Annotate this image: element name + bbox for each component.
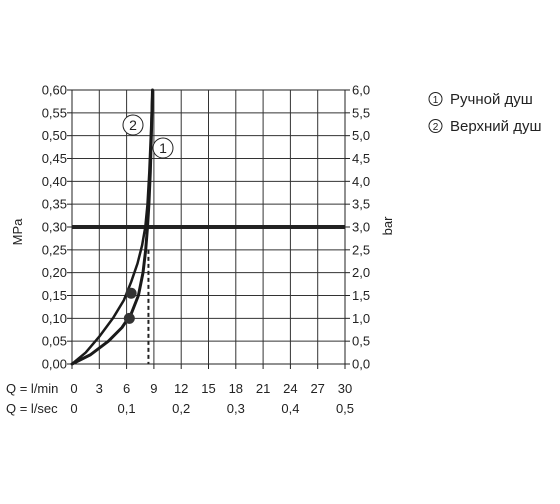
x-tick-label-lmin: 27: [310, 381, 324, 396]
x-tick-label-lmin: 3: [96, 381, 103, 396]
x-tick-label-lmin: 6: [123, 381, 130, 396]
callout-2-number: 2: [129, 117, 137, 133]
series-curves: [70, 88, 154, 366]
x-tick-label-lmin: 18: [229, 381, 243, 396]
callout-1-circle: [152, 137, 174, 159]
y-tick-label-mpa: 0,05: [42, 334, 67, 349]
y-tick-label-mpa: 0,45: [42, 151, 67, 166]
y-tick-label-mpa: 0,20: [42, 265, 67, 280]
x-tick-label-lsec: 0,3: [227, 401, 245, 416]
x-row2-label: Q = l/sec: [6, 401, 58, 416]
x-tick-label-lmin: 0: [70, 381, 77, 396]
x-tick-label-lsec: 0,2: [172, 401, 190, 416]
operating-point-2: [125, 287, 137, 299]
x-tick-label-lmin: 15: [201, 381, 215, 396]
legend-label-1: Ручной душ: [450, 91, 533, 108]
y-tick-label-mpa: 0,10: [42, 311, 67, 326]
legend-marker-1: [428, 92, 443, 106]
y-tick-label-mpa: 0,40: [42, 174, 67, 189]
x-tick-label-lsec: 0,1: [118, 401, 136, 416]
y-tick-label-bar: 2,0: [352, 265, 370, 280]
x-tick-label-lsec: 0,5: [336, 401, 354, 416]
operating-points: [123, 287, 137, 324]
y-tick-label-bar: 1,0: [352, 311, 370, 326]
right-axis-title: bar: [380, 216, 395, 235]
x-tick-label-lmin: 9: [150, 381, 157, 396]
x-tick-label-lmin: 24: [283, 381, 297, 396]
x-tick-label-lmin: 30: [338, 381, 352, 396]
x-row1-label: Q = l/min: [6, 381, 58, 396]
callout-2-circle: [122, 114, 144, 136]
y-tick-label-mpa: 0,00: [42, 357, 67, 372]
legend-item-1: 1 Ручной душ: [428, 91, 533, 108]
y-tick-label-mpa: 0,30: [42, 220, 67, 235]
y-tick-label-bar: 5,0: [352, 128, 370, 143]
y-tick-label-mpa: 0,55: [42, 105, 67, 120]
y-tick-label-bar: 4,5: [352, 151, 370, 166]
callout-1: 1: [152, 137, 174, 159]
callout-2: 2: [122, 114, 144, 136]
grid: [67, 89, 350, 369]
legend-item-2: 2 Верхний душ: [428, 118, 542, 135]
y-tick-label-mpa: 0,25: [42, 242, 67, 257]
legend: 1 Ручной душ 2 Верхний душ: [428, 91, 542, 135]
y-tick-label-bar: 1,5: [352, 288, 370, 303]
y-tick-label-mpa: 0,15: [42, 288, 67, 303]
legend-marker-2: [428, 119, 443, 133]
y-tick-label-mpa: 0,35: [42, 197, 67, 212]
y-tick-label-bar: 4,0: [352, 174, 370, 189]
x-tick-label-lmin: 12: [174, 381, 188, 396]
y-tick-label-bar: 3,0: [352, 220, 370, 235]
y-tick-label-bar: 0,0: [352, 357, 370, 372]
left-axis-title: MPa: [10, 218, 25, 246]
y-tick-label-mpa: 0,60: [42, 83, 67, 98]
y-tick-label-bar: 5,5: [352, 105, 370, 120]
callout-1-number: 1: [159, 140, 167, 156]
y-tick-label-bar: 6,0: [352, 83, 370, 98]
y-tick-label-mpa: 0,50: [42, 128, 67, 143]
y-tick-label-bar: 0,5: [352, 334, 370, 349]
y-tick-label-bar: 3,5: [352, 197, 370, 212]
series-line-2: [70, 88, 154, 366]
x-tick-label-lsec: 0,4: [281, 401, 299, 416]
legend-marker-2-number: 2: [433, 122, 439, 133]
reference-lines: [72, 225, 345, 364]
x-tick-label-lsec: 0: [70, 401, 77, 416]
y-tick-label-bar: 2,5: [352, 242, 370, 257]
legend-marker-1-number: 1: [433, 95, 439, 106]
tick-labels: 0 3 6 9 12 15 18 21 24 27 300 0,1 0,2 0,3 0,4 0,50,00 0,…: [42, 83, 370, 417]
legend-label-2: Верхний душ: [450, 118, 542, 135]
x-tick-label-lmin: 21: [256, 381, 270, 396]
operating-point-1: [123, 312, 135, 324]
